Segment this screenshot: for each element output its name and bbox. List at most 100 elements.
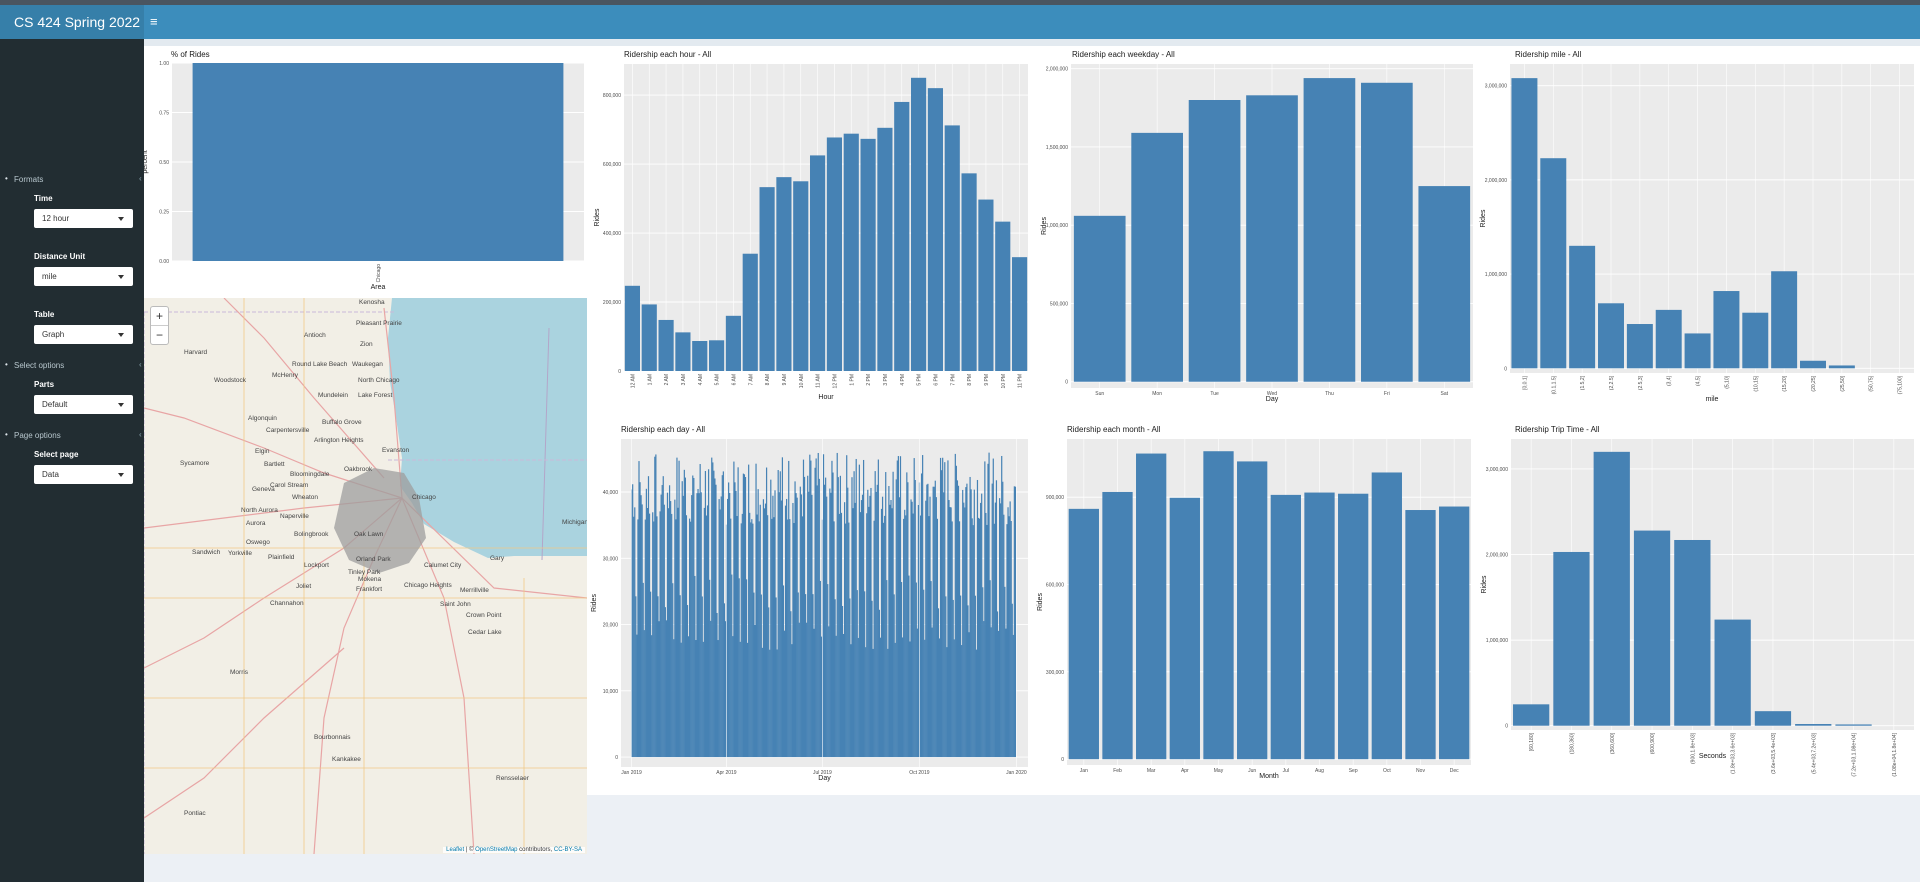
x-tick-label: 5 AM — [715, 374, 721, 385]
bar — [683, 469, 685, 758]
parts-select-value: Default — [42, 400, 68, 409]
zoom-out-button[interactable]: − — [155, 328, 163, 342]
bar — [763, 508, 766, 758]
time-select[interactable]: 12 hour — [34, 209, 133, 228]
bar — [858, 464, 860, 758]
x-tick-label: Wed — [1267, 391, 1277, 397]
bar — [759, 504, 761, 758]
osm-link[interactable]: OpenStreetMap — [475, 847, 518, 853]
bar — [1598, 303, 1624, 369]
zoom-in-button[interactable]: + — [151, 307, 168, 326]
weekday-chart: 0 500,000 1,000,000 1,500,000 2,000,000 Rides… — [1041, 64, 1473, 403]
bar — [872, 648, 874, 758]
bar — [975, 649, 978, 758]
bar — [954, 453, 956, 758]
x-tick-label: 2 PM — [866, 374, 872, 386]
table-select[interactable]: Graph — [34, 325, 133, 344]
bar — [721, 475, 723, 758]
bar — [682, 495, 684, 758]
x-tick-label: 8 AM — [765, 374, 771, 385]
bar — [944, 462, 946, 758]
chart-title: Ridership mile - All — [1515, 50, 1582, 59]
bar — [1131, 132, 1183, 382]
bar — [1169, 497, 1200, 760]
x-tick-label: Fri — [1384, 391, 1390, 397]
bar — [969, 476, 971, 758]
bar — [743, 474, 746, 758]
bar — [649, 591, 652, 758]
bar — [838, 513, 840, 758]
map-attribution: Leaflet | © OpenStreetMap contributors, … — [443, 847, 585, 853]
bar — [1136, 453, 1167, 760]
map-place-label: Crown Point — [466, 612, 502, 619]
chart-title: Ridership each day - All — [621, 425, 706, 434]
sidebar-section-page-options[interactable]: Page options — [5, 430, 61, 440]
bar — [1013, 486, 1015, 758]
bar — [950, 507, 952, 758]
parts-select[interactable]: Default — [34, 395, 133, 414]
distance-unit-select[interactable]: mile — [34, 267, 133, 286]
trip-time-chart: 0 1,000,000 2,000,000 3,000,000 Rides Seconds… — [1481, 439, 1914, 777]
x-tick-label: 7 AM — [748, 374, 754, 385]
bar — [831, 460, 833, 758]
sidebar-section-formats[interactable]: Formats — [5, 174, 43, 184]
map-place-label: Lockport — [304, 562, 329, 569]
bar — [1188, 100, 1241, 382]
hour-chart: 0 200,000 400,000 600,000 800,000 Rides Hour 12… — [594, 64, 1028, 401]
bar — [684, 477, 686, 758]
page-select[interactable]: Data — [34, 465, 133, 484]
sidebar: Formats ‹ Time 12 hour Distance Unit mil… — [0, 39, 144, 882]
bar — [890, 499, 892, 758]
bar — [1012, 634, 1014, 758]
map-place-label: Aurora — [246, 520, 266, 527]
bar — [789, 519, 791, 758]
x-tick-label: (3.6e+03,5.4e+03] — [1771, 732, 1777, 773]
y-tick-label: 300,000 — [1046, 670, 1064, 676]
sidebar-section-select-options[interactable]: Select options — [5, 360, 64, 370]
bar — [637, 519, 639, 758]
sidebar-toggle-icon[interactable]: ≡ — [150, 14, 158, 29]
y-tick-label: 400,000 — [603, 231, 621, 237]
bar — [931, 627, 933, 758]
caret-down-icon — [118, 333, 124, 337]
bar — [635, 596, 637, 758]
bar — [728, 482, 730, 758]
chevron-left-icon[interactable]: ‹ — [139, 360, 142, 369]
bar — [1006, 524, 1008, 758]
chevron-left-icon[interactable]: ‹ — [139, 430, 142, 439]
bar — [644, 519, 646, 758]
bar — [926, 484, 928, 758]
bar — [934, 480, 936, 758]
map-place-labels: Kenosha Pleasant Prairie Antioch Zion Harvar… — [180, 299, 587, 817]
leaflet-link[interactable]: Leaflet — [446, 847, 465, 853]
x-tick-label: 6 AM — [731, 374, 737, 385]
y-tick-label: 900,000 — [1046, 495, 1064, 501]
bar — [810, 155, 826, 371]
bar — [1304, 492, 1335, 760]
x-tick-label: (2,2.5] — [1609, 375, 1615, 390]
bar — [980, 502, 982, 758]
y-tick-label: 0 — [1065, 380, 1068, 386]
bar — [718, 499, 720, 758]
chart-title: Ridership Trip Time - All — [1515, 425, 1600, 434]
x-axis-label: Day — [818, 775, 831, 782]
map[interactable]: Kenosha Pleasant Prairie Antioch Zion Harvar… — [144, 298, 587, 854]
map-place-label: North Aurora — [241, 507, 278, 514]
map-place-label: Bartlett — [264, 461, 285, 468]
bar — [701, 596, 703, 758]
bar — [656, 516, 658, 758]
x-tick-label: Mar — [1147, 768, 1156, 774]
x-tick-label: 4 PM — [900, 374, 906, 386]
license-link[interactable]: CC-BY-SA — [553, 847, 582, 853]
bar — [662, 476, 664, 758]
y-tick-label: 1,000,000 — [1486, 638, 1508, 644]
map-roads — [144, 298, 587, 854]
bar — [883, 522, 885, 758]
chevron-left-icon[interactable]: ‹ — [139, 174, 142, 183]
day-bars — [631, 452, 1017, 758]
bar — [192, 63, 564, 261]
bar — [654, 456, 656, 758]
bar — [691, 495, 693, 758]
bar — [900, 582, 903, 758]
x-tick-label: May — [1214, 768, 1224, 774]
